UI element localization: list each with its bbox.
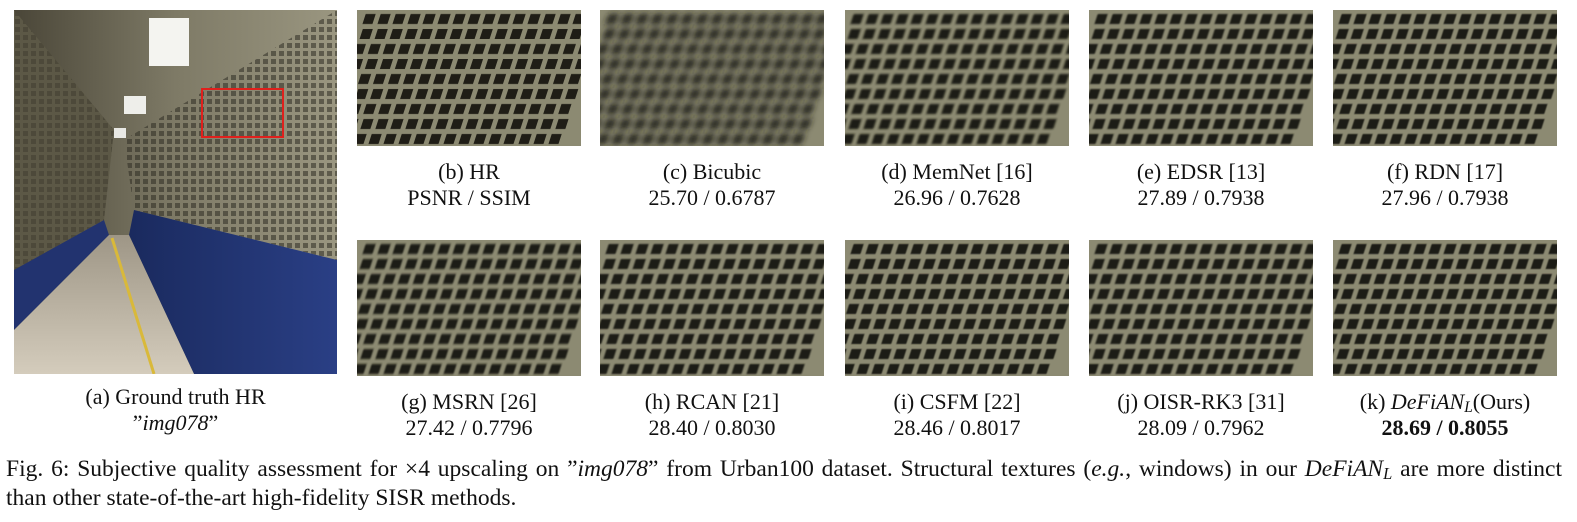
window-texture	[1089, 10, 1313, 146]
panel-label: (i) CSFM [22]	[893, 389, 1021, 414]
crop-image	[1333, 10, 1557, 146]
crop-image	[845, 240, 1069, 376]
crop-caption: (g) MSRN [26] 27.42 / 0.7796	[349, 389, 589, 441]
window-texture	[845, 240, 1069, 376]
panel-label: (b) HR	[438, 159, 500, 184]
panel-score: 28.69 / 0.8055	[1381, 415, 1509, 440]
window-texture	[600, 240, 824, 376]
panel-label: (c) Bicubic	[662, 159, 762, 184]
panel-label: (f) RDN [17]	[1386, 159, 1504, 184]
window-texture	[1333, 10, 1557, 146]
panel-label: (j) OISR-RK3 [31]	[1117, 389, 1285, 414]
crop-caption: (e) EDSR [13] 27.89 / 0.7938	[1081, 159, 1321, 211]
window-texture	[1333, 240, 1557, 376]
figure-caption: Fig. 6: Subjective quality assessment fo…	[6, 456, 1563, 511]
panel-score: PSNR / SSIM	[407, 185, 531, 210]
tunnel-illustration	[14, 10, 337, 374]
panel-score: 27.89 / 0.7938	[1137, 185, 1265, 210]
window-texture	[357, 240, 581, 376]
crop-image	[600, 240, 824, 376]
panel-label: (e) EDSR [13]	[1136, 159, 1266, 184]
crop-image	[357, 10, 581, 146]
crop-caption: (f) RDN [17] 27.96 / 0.7938	[1325, 159, 1565, 211]
crop-image	[1089, 240, 1313, 376]
panel-label: (g) MSRN [26]	[401, 389, 537, 414]
crop-caption: (k) DeFiANL(Ours) 28.69 / 0.8055	[1325, 389, 1565, 441]
crop-caption: (c) Bicubic 25.70 / 0.6787	[592, 159, 832, 211]
window-texture	[1089, 240, 1313, 376]
crop-image	[845, 10, 1069, 146]
panel-label: (k) DeFiANL(Ours)	[1359, 389, 1531, 416]
panel-score: 25.70 / 0.6787	[648, 185, 776, 210]
crop-image	[1333, 240, 1557, 376]
highlight-box	[201, 88, 284, 138]
crop-caption: (d) MemNet [16] 26.96 / 0.7628	[837, 159, 1077, 211]
crop-image	[1089, 10, 1313, 146]
panel-image-name: ”img078”	[132, 410, 219, 435]
panel-score: 26.96 / 0.7628	[893, 185, 1021, 210]
crop-caption: (i) CSFM [22] 28.46 / 0.8017	[837, 389, 1077, 441]
panel-score: 27.96 / 0.7938	[1381, 185, 1509, 210]
panel-label: (d) MemNet [16]	[881, 159, 1033, 184]
ground-truth-image	[14, 10, 337, 374]
crop-caption: (j) OISR-RK3 [31] 28.09 / 0.7962	[1081, 389, 1321, 441]
window-texture	[600, 10, 824, 146]
panel-score: 28.40 / 0.8030	[648, 415, 776, 440]
panel-label: (a) Ground truth HR	[85, 384, 266, 409]
crop-image	[357, 240, 581, 376]
crop-caption: (h) RCAN [21] 28.40 / 0.8030	[592, 389, 832, 441]
panel-label: (h) RCAN [21]	[644, 389, 780, 414]
panel-score: 27.42 / 0.7796	[405, 415, 533, 440]
panel-score: 28.09 / 0.7962	[1137, 415, 1265, 440]
crop-caption: (b) HR PSNR / SSIM	[349, 159, 589, 211]
panel-score: 28.46 / 0.8017	[893, 415, 1021, 440]
window-texture	[357, 10, 581, 146]
crop-image	[600, 10, 824, 146]
caption-a: (a) Ground truth HR ”img078”	[14, 384, 337, 436]
window-texture	[845, 10, 1069, 146]
